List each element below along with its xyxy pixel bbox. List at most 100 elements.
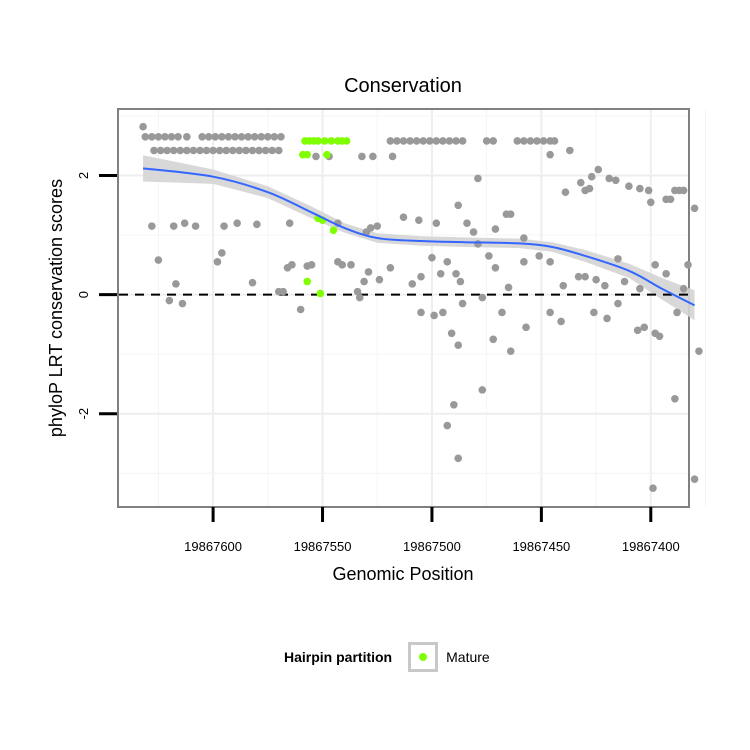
point-other [474,174,482,183]
point-other [261,146,270,155]
point-other [172,280,180,288]
point-other [474,240,482,248]
point-other [237,132,246,141]
point-other [445,137,454,145]
point-other [264,132,272,141]
point-other [439,308,447,317]
point-other [513,137,522,145]
point-other [419,137,427,145]
legend: Hairpin partition Mature [284,640,490,674]
points-layer [139,122,703,492]
point-other [148,222,156,230]
point-mature [303,277,312,286]
point-other [189,146,198,155]
smooth-curve [142,167,696,307]
point-other [253,220,261,229]
point-other [655,332,664,341]
point-mature [303,150,312,159]
point-other [169,222,178,230]
point-other [183,146,191,155]
point-other [178,299,187,308]
point-other [233,219,241,227]
point-other [257,132,266,141]
point-other [439,137,447,145]
point-other [183,132,191,141]
x-tick-label: 19867500 [403,539,461,554]
point-other [191,222,200,230]
point-other [581,272,589,281]
point-other [248,146,257,155]
point-other [399,213,408,221]
x-tick-label: 19867400 [622,539,680,554]
point-other [255,146,263,155]
point-other [231,132,239,141]
point-other [454,454,463,463]
point-mature [320,137,329,145]
point-other [566,146,574,155]
point-other [504,283,513,292]
point-other [150,146,158,155]
point-other [358,152,366,161]
point-other [432,219,441,227]
point-other [590,308,598,317]
confidence-band [143,155,695,321]
point-other [533,137,541,145]
point-other [369,152,377,161]
point-other [176,146,185,155]
point-mature [316,289,325,298]
point-other [478,293,487,302]
point-other [458,299,467,308]
confidence-band-layer [143,155,695,321]
point-other [506,210,515,219]
point-other [576,178,585,187]
point-other [489,137,498,145]
point-other [456,277,465,286]
point-other [174,132,182,141]
point-other [432,137,441,145]
point-other [180,219,189,227]
point-other [611,176,620,185]
point-other [415,216,423,224]
point-other [386,137,395,145]
point-other [450,400,458,409]
point-other [520,234,528,242]
y-tick-label: -2 [76,408,91,420]
point-other [165,296,174,305]
y-tick-label: 2 [76,172,91,179]
point-other [636,184,644,193]
point-other [520,137,528,145]
point-other [454,201,463,210]
point-other [408,280,417,288]
point-other [644,186,653,195]
point-other [406,137,414,145]
point-other [222,146,231,155]
point-other [386,264,395,272]
point-other [279,287,287,296]
point-other [229,146,237,155]
point-other [417,272,425,281]
point-other [244,132,252,141]
point-other [198,132,206,141]
point-mature [327,137,336,145]
point-other [646,198,655,207]
point-other [601,281,609,290]
point-other [360,277,368,286]
point-other [636,284,644,293]
point-other [522,323,530,332]
point-other [594,165,603,174]
point-other [458,137,467,145]
legend-title: Hairpin partition [284,649,393,665]
point-other [169,146,178,155]
y-axis: 2 0 -2 [76,172,117,420]
point-other [452,269,460,278]
point-other [695,347,703,355]
point-other [447,329,456,338]
point-other [684,261,692,269]
point-other [277,132,285,141]
point-other [526,137,535,145]
point-other [218,132,226,141]
point-other [148,132,156,141]
point-other [163,146,171,155]
point-other [373,222,382,230]
point-other [620,277,629,286]
